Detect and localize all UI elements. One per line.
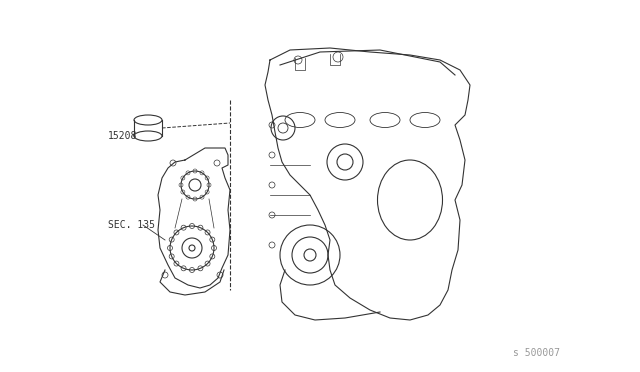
Text: s 500007: s 500007 [513, 348, 560, 358]
Text: SEC. 135: SEC. 135 [108, 220, 155, 230]
Text: 15208: 15208 [108, 131, 138, 141]
